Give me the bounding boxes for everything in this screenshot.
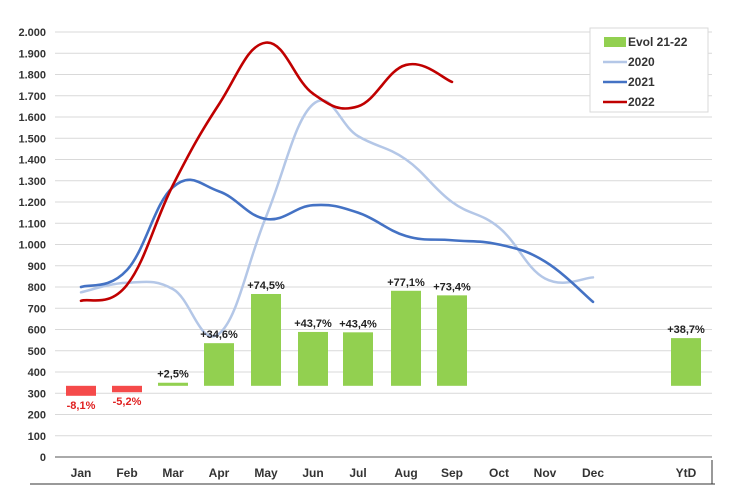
- y-tick-label: 1.500: [18, 133, 46, 145]
- bar-data-label: +43,7%: [294, 318, 332, 330]
- x-tick-label: Aug: [394, 466, 417, 480]
- bar-data-label: +77,1%: [387, 277, 425, 289]
- x-axis-tick-labels: Jan Feb Mar Apr May Jun Jul Aug Sep Oct Nov Dec YtD: [71, 466, 697, 480]
- y-tick-label: 200: [28, 410, 46, 422]
- legend-label-evol: Evol 21-22: [628, 35, 688, 49]
- bar-data-label: +74,5%: [247, 280, 285, 292]
- y-tick-label: 1.600: [18, 112, 46, 124]
- y-tick-label: 100: [28, 431, 46, 443]
- y-axis-tick-labels: 0 100 200 300 400 500 600 700 800 900 1.000 1.100 1.…: [18, 27, 46, 464]
- bar-data-label: +73,4%: [433, 281, 471, 293]
- legend-label-2020: 2020: [628, 55, 655, 69]
- y-tick-label: 600: [28, 325, 46, 337]
- x-tick-label: Oct: [489, 466, 509, 480]
- legend-label-2022: 2022: [628, 95, 655, 109]
- x-tick-label: YtD: [676, 466, 697, 480]
- x-tick-label: Nov: [534, 466, 557, 480]
- bar-data-labels: -8,1% -5,2% +2,5% +34,6% +74,5% +43,7% +43,4% +…: [67, 277, 705, 412]
- line-series-2020: [79, 99, 595, 338]
- y-tick-label: 1.300: [18, 176, 46, 188]
- bar-data-label: -8,1%: [67, 400, 96, 412]
- legend: Evol 21-22 2020 2021 2022: [589, 27, 709, 113]
- bar-evol: [112, 385, 142, 393]
- bar-evol: [251, 293, 281, 386]
- legend-swatch-evol: [604, 37, 626, 47]
- y-tick-label: 900: [28, 261, 46, 273]
- y-tick-label: 300: [28, 388, 46, 400]
- bar-evol: [158, 382, 188, 386]
- bar-evol: [437, 295, 467, 386]
- y-tick-label: 1.800: [18, 70, 46, 82]
- y-tick-label: 400: [28, 367, 46, 379]
- x-tick-label: Jul: [349, 466, 366, 480]
- y-tick-label: 1.900: [18, 48, 46, 60]
- y-tick-label: 800: [28, 282, 46, 294]
- bar-evol: [671, 338, 701, 386]
- bar-data-label: +38,7%: [667, 324, 705, 336]
- legend-label-2021: 2021: [628, 75, 655, 89]
- bar-evol: [204, 343, 234, 386]
- x-tick-label: Jun: [302, 466, 323, 480]
- bar-series-evol-21-22: [66, 290, 701, 396]
- bar-data-label: +2,5%: [157, 369, 189, 381]
- bar-evol: [66, 385, 96, 396]
- line-series-group: [79, 41, 595, 338]
- bar-evol: [298, 331, 328, 386]
- y-tick-label: 0: [40, 452, 46, 464]
- y-tick-label: 1.100: [18, 218, 46, 230]
- line-series-2022: [79, 41, 454, 303]
- x-tick-label: Dec: [582, 466, 604, 480]
- x-tick-label: Jan: [71, 466, 92, 480]
- bar-data-label: +34,6%: [200, 329, 238, 341]
- x-tick-label: Mar: [162, 466, 184, 480]
- bar-evol: [343, 332, 373, 386]
- x-tick-label: May: [254, 466, 278, 480]
- y-tick-label: 1.200: [18, 197, 46, 209]
- y-tick-label: 500: [28, 346, 46, 358]
- line-series-2021: [79, 178, 595, 304]
- x-tick-label: Apr: [209, 466, 230, 480]
- y-tick-label: 700: [28, 303, 46, 315]
- x-tick-label: Feb: [116, 466, 137, 480]
- x-tick-label: Sep: [441, 466, 463, 480]
- y-tick-label: 1.700: [18, 91, 46, 103]
- y-tick-label: 1.400: [18, 155, 46, 167]
- y-tick-label: 1.000: [18, 240, 46, 252]
- bar-evol: [391, 290, 421, 386]
- bar-data-label: +43,4%: [339, 318, 377, 330]
- y-tick-label: 2.000: [18, 27, 46, 39]
- grid-lines: [55, 31, 712, 458]
- bar-data-label: -5,2%: [113, 396, 142, 408]
